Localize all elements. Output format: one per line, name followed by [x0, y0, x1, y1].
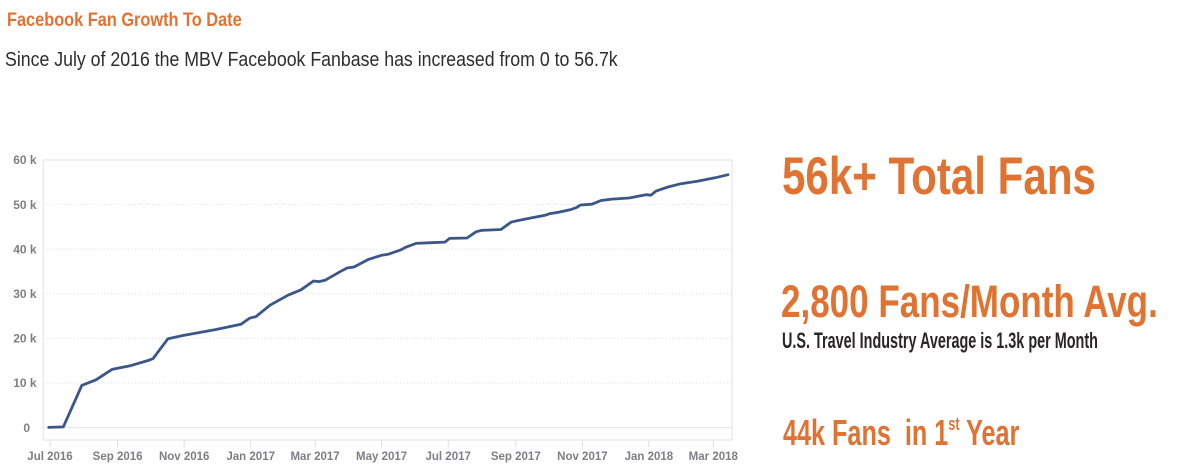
svg-text:40 k: 40 k [13, 242, 37, 256]
svg-text:60 k: 60 k [13, 153, 37, 167]
svg-text:Sep 2017: Sep 2017 [491, 451, 541, 463]
svg-text:Jul 2017: Jul 2017 [425, 451, 470, 463]
svg-text:Jan 2018: Jan 2018 [625, 451, 674, 463]
svg-text:20 k: 20 k [13, 332, 37, 346]
svg-text:Mar 2018: Mar 2018 [689, 451, 739, 463]
svg-text:Jan 2017: Jan 2017 [226, 451, 275, 463]
svg-text:Mar 2017: Mar 2017 [290, 451, 339, 463]
svg-text:Jul 2016: Jul 2016 [27, 451, 72, 463]
svg-text:Nov 2017: Nov 2017 [557, 451, 608, 463]
svg-text:May 2017: May 2017 [356, 451, 407, 463]
svg-text:50 k: 50 k [13, 198, 37, 212]
svg-text:Sep 2016: Sep 2016 [93, 451, 143, 463]
svg-text:0: 0 [23, 421, 30, 435]
svg-text:10 k: 10 k [13, 376, 37, 390]
svg-text:Nov 2016: Nov 2016 [159, 451, 210, 463]
svg-text:30 k: 30 k [13, 287, 37, 301]
